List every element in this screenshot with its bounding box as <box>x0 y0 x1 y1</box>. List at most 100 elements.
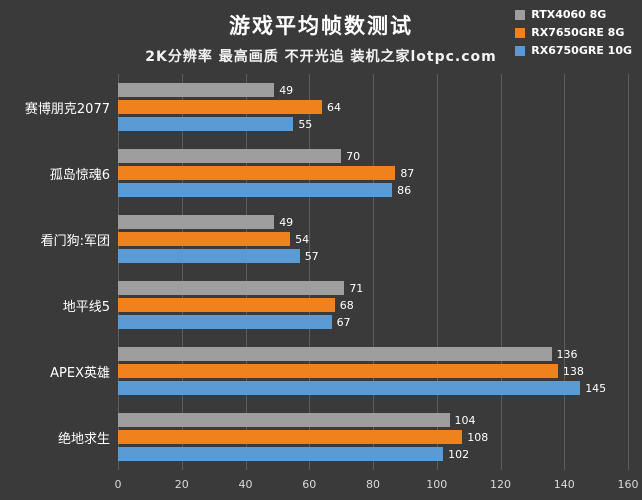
category-label: 赛博朋克2077 <box>24 101 110 117</box>
bar-line: 108 <box>118 430 628 444</box>
x-tick-label: 60 <box>302 478 317 491</box>
x-tick-label: 0 <box>114 478 122 491</box>
chart-title: 游戏平均帧数测试 <box>229 14 413 38</box>
gridline <box>500 74 502 470</box>
bar-value: 70 <box>346 149 361 163</box>
legend-item: RX7650GRE 8G <box>515 26 632 39</box>
bar <box>118 100 322 114</box>
bar-line: 136 <box>118 347 628 361</box>
bar-value: 71 <box>349 281 364 295</box>
gridline <box>245 74 247 470</box>
bar-value: 145 <box>585 381 607 395</box>
bar-value: 49 <box>279 215 294 229</box>
category-label: 地平线5 <box>62 299 110 315</box>
gridline <box>564 74 566 470</box>
legend-swatch-icon <box>515 45 526 56</box>
legend-item: RX6750GRE 10G <box>515 44 632 57</box>
plot-region: 赛博朋克2077 49 64 55 孤岛惊魂6 70 87 86 看门狗:军团 49 54 57 地平线… <box>0 74 629 470</box>
bar-group: 49 64 55 <box>118 83 628 131</box>
bar <box>118 281 345 295</box>
bar <box>118 413 450 427</box>
bar <box>118 232 291 246</box>
legend-label: RX7650GRE 8G <box>531 26 625 39</box>
bar <box>118 347 552 361</box>
x-tick-label: 100 <box>426 478 448 491</box>
legend-label: RTX4060 8G <box>531 8 607 21</box>
bar-line: 145 <box>118 381 628 395</box>
bar-value: 55 <box>298 117 313 131</box>
bar-group: 71 68 67 <box>118 281 628 329</box>
bar-line: 86 <box>118 183 628 197</box>
bar-value: 49 <box>279 83 294 97</box>
bar-line: 87 <box>118 166 628 180</box>
bar <box>118 117 294 131</box>
bar-line: 138 <box>118 364 628 378</box>
bar-line: 67 <box>118 315 628 329</box>
bar <box>118 149 342 163</box>
bar-value: 136 <box>556 347 578 361</box>
bar-line: 57 <box>118 249 628 263</box>
x-tick-label: 140 <box>553 478 575 491</box>
legend-swatch-icon <box>515 9 526 20</box>
bar-value: 102 <box>448 447 470 461</box>
bar-value: 68 <box>339 298 354 312</box>
bar-value: 64 <box>327 100 341 114</box>
bar <box>118 364 558 378</box>
chart-row: 地平线5 71 68 67 <box>0 281 628 329</box>
category-label: 绝地求生 <box>57 431 110 447</box>
gridline <box>118 74 119 470</box>
gridline <box>181 74 183 470</box>
bar-line: 55 <box>118 117 628 131</box>
bar <box>118 249 300 263</box>
bar-value: 57 <box>304 249 319 263</box>
bar-line: 68 <box>118 298 628 312</box>
chart-row: 孤岛惊魂6 70 87 86 <box>0 149 628 197</box>
category-label: 孤岛惊魂6 <box>49 167 110 183</box>
bar-value: 138 <box>562 364 584 378</box>
x-tick-label: 80 <box>366 478 380 491</box>
bar-group: 136 138 145 <box>118 347 628 395</box>
gridline <box>628 74 629 470</box>
bar <box>118 215 275 229</box>
x-tick-label: 20 <box>174 478 189 491</box>
bar-group: 49 54 57 <box>118 215 628 263</box>
bar-value: 108 <box>467 430 489 444</box>
bar-line: 49 <box>118 215 628 229</box>
x-tick-label: 40 <box>238 478 253 491</box>
chart-row: 赛博朋克2077 49 64 55 <box>0 83 628 131</box>
gridline <box>373 74 374 470</box>
gridline <box>309 74 311 470</box>
bar-line: 54 <box>118 232 628 246</box>
chart-row: 看门狗:军团 49 54 57 <box>0 215 628 263</box>
category-label: APEX英雄 <box>50 365 110 381</box>
legend-label: RX6750GRE 10G <box>531 44 632 57</box>
bar <box>118 430 463 444</box>
bar-group: 70 87 86 <box>118 149 628 197</box>
gridlines <box>118 74 629 470</box>
bar-value: 54 <box>295 232 310 246</box>
bar <box>118 447 444 461</box>
bar-value: 67 <box>336 315 351 329</box>
bar-value: 104 <box>454 413 476 427</box>
bar-line: 71 <box>118 281 628 295</box>
bar <box>118 83 275 97</box>
plot-rows: 赛博朋克2077 49 64 55 孤岛惊魂6 70 87 86 看门狗:军团 49 54 57 地平线… <box>0 74 628 470</box>
bar-value: 87 <box>400 166 415 180</box>
x-axis: 0 20 40 60 80 100 120 140 160 <box>114 478 639 494</box>
bar <box>118 381 581 395</box>
gridline <box>436 74 438 470</box>
chart-row: APEX英雄 136 138 145 <box>0 347 628 395</box>
legend-item: RTX4060 8G <box>515 8 632 21</box>
chart-header: 游戏平均帧数测试 2K分辨率 最高画质 不开光追 装机之家lotpc.com <box>0 0 642 66</box>
bar-group: 104 108 102 <box>118 413 628 461</box>
chart-legend: RTX4060 8G RX7650GRE 8G RX6750GRE 10G <box>515 8 632 57</box>
bar-line: 104 <box>118 413 628 427</box>
bar-value: 86 <box>397 183 412 197</box>
chart-row: 绝地求生 104 108 102 <box>0 413 628 461</box>
bar <box>118 298 335 312</box>
bar-line: 49 <box>118 83 628 97</box>
bar-line: 64 <box>118 100 628 114</box>
bar-line: 102 <box>118 447 628 461</box>
bar-line: 70 <box>118 149 628 163</box>
